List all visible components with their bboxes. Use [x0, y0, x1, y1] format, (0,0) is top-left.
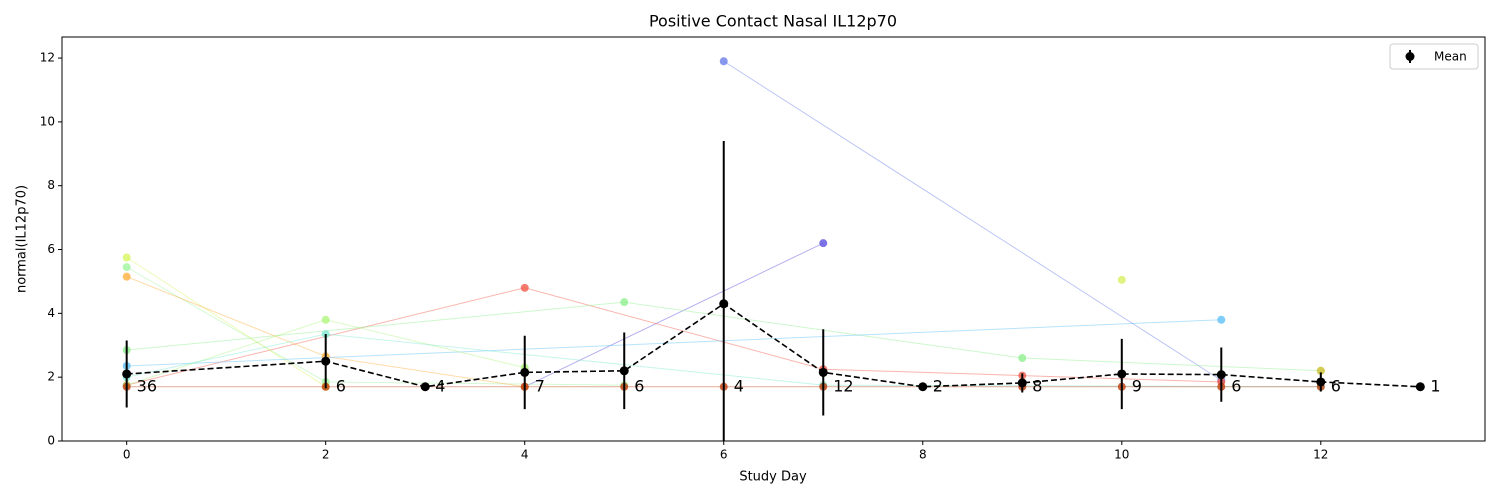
x-tick-label: 4	[521, 448, 529, 462]
mean-point	[520, 367, 530, 377]
mean-point	[1117, 369, 1127, 379]
count-label: 4	[435, 376, 445, 395]
series-line	[524, 242, 824, 388]
count-label: 4	[734, 376, 744, 395]
data-point	[1117, 275, 1126, 284]
x-tick-label: 12	[1313, 448, 1328, 462]
mean-point	[1216, 370, 1226, 380]
data-point	[620, 298, 629, 307]
mean-point	[321, 356, 331, 366]
series-line	[126, 319, 1222, 367]
count-label: 1	[1430, 376, 1440, 395]
data-point	[122, 253, 131, 262]
series-line	[126, 333, 1321, 388]
mean-point	[1017, 378, 1027, 388]
y-tick-label: 6	[47, 242, 55, 256]
series-line	[723, 60, 1222, 381]
y-tick-label: 0	[47, 434, 55, 448]
mean-point	[420, 382, 430, 392]
mean-point	[918, 382, 928, 392]
mean-point	[122, 369, 132, 379]
count-label: 7	[535, 376, 545, 395]
y-tick-label: 12	[40, 51, 55, 65]
y-tick-label: 8	[47, 178, 55, 192]
count-label: 2	[933, 376, 943, 395]
y-axis-label: normal(IL12p70)	[15, 185, 30, 293]
data-point	[321, 315, 330, 324]
count-label: 8	[1032, 376, 1042, 395]
data-point	[122, 263, 131, 272]
data-point	[1018, 354, 1027, 363]
count-label: 36	[137, 376, 157, 395]
x-tick-label: 2	[322, 448, 330, 462]
data-point	[520, 283, 529, 292]
data-point	[1217, 315, 1226, 324]
series-line	[126, 302, 1421, 388]
data-point	[122, 272, 131, 281]
chart-title: Positive Contact Nasal IL12p70	[649, 12, 897, 31]
count-label: 9	[1132, 376, 1142, 395]
count-label: 6	[634, 376, 644, 395]
data-point	[719, 57, 728, 66]
axes-frame	[61, 36, 1486, 442]
x-tick-label: 0	[123, 448, 131, 462]
legend-marker	[1405, 52, 1415, 61]
x-tick-label: 10	[1114, 448, 1129, 462]
x-tick-label: 6	[720, 448, 728, 462]
y-tick-label: 2	[47, 370, 55, 384]
mean-point	[1415, 382, 1425, 392]
mean-point	[719, 299, 729, 309]
legend-label: Mean	[1434, 50, 1467, 64]
count-label: 6	[336, 376, 346, 395]
x-tick-label: 8	[919, 448, 927, 462]
x-axis-label: Study Day	[739, 470, 807, 485]
series-line	[126, 257, 326, 388]
data-point	[819, 239, 828, 248]
count-label: 12	[833, 376, 853, 395]
plot-area	[122, 57, 1425, 441]
count-label: 6	[1331, 376, 1341, 395]
mean-point	[1316, 377, 1326, 387]
mean-point	[818, 367, 828, 377]
legend-box	[1389, 43, 1479, 70]
y-tick-label: 10	[40, 114, 55, 128]
mean-point	[619, 366, 629, 376]
count-label: 6	[1231, 376, 1241, 395]
y-tick-label: 4	[47, 306, 55, 320]
data-point	[1316, 366, 1325, 375]
